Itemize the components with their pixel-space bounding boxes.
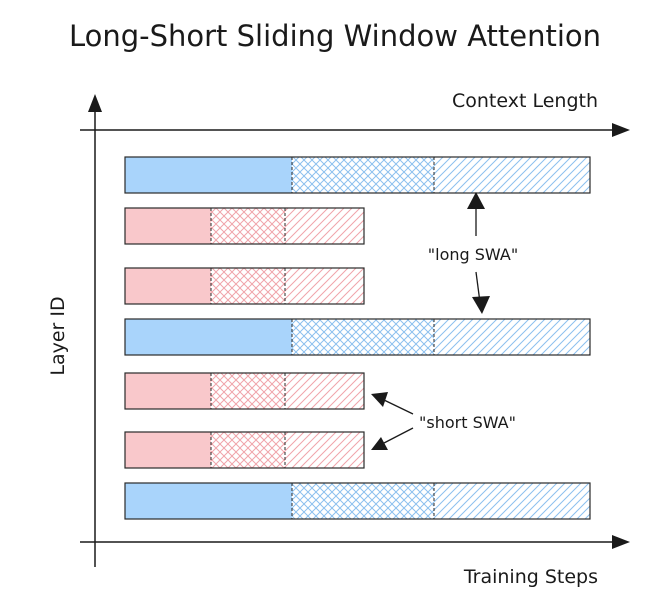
- short-swa-arrow-lower: [383, 427, 414, 444]
- bar-solid-segment: [125, 483, 292, 519]
- short-swa-layer-bar: [124, 431, 365, 469]
- bar-outline: [124, 318, 591, 356]
- diagram-title: Long-Short Sliding Window Attention: [69, 19, 601, 53]
- bar-solid-segment: [125, 373, 211, 409]
- bar-outline: [124, 482, 591, 520]
- bar-outline: [124, 372, 365, 410]
- bar-outline: [124, 156, 591, 194]
- bar-outline: [124, 267, 365, 305]
- short-swa-arrowhead-upper: [371, 392, 388, 407]
- long-swa-label: "long SWA": [428, 245, 518, 264]
- y-axis-arrowhead: [88, 94, 102, 112]
- short-swa-layer-bar: [124, 372, 365, 410]
- bar-crosshatch-segment: [292, 483, 434, 519]
- x-axis-top-label: Context Length: [452, 90, 598, 112]
- short-swa-annotation: "short SWA": [371, 392, 516, 450]
- bar-diagonal-segment: [434, 157, 590, 193]
- bar-diagonal-segment: [285, 268, 364, 304]
- long-swa-arrowhead-down: [472, 296, 490, 314]
- bar-diagonal-segment: [285, 208, 364, 244]
- bar-crosshatch-segment: [211, 373, 285, 409]
- bar-diagonal-segment: [434, 483, 590, 519]
- x-axis-bottom-arrowhead: [612, 535, 630, 549]
- short-swa-label: "short SWA": [419, 413, 516, 432]
- bar-solid-segment: [125, 157, 292, 193]
- bar-outline: [124, 207, 365, 245]
- long-swa-arrowhead-up: [467, 192, 485, 209]
- bar-solid-segment: [125, 319, 292, 355]
- y-axis-label: Layer ID: [47, 296, 69, 375]
- bar-solid-segment: [125, 208, 211, 244]
- axes: [80, 94, 630, 567]
- x-axis-bottom-label: Training Steps: [463, 566, 598, 588]
- bar-diagonal-segment: [434, 319, 590, 355]
- short-swa-arrow-upper: [383, 399, 414, 415]
- short-swa-arrowhead-lower: [371, 437, 388, 450]
- bar-solid-segment: [125, 268, 211, 304]
- bar-outline: [124, 431, 365, 469]
- long-swa-layer-bar: [124, 482, 591, 520]
- bar-solid-segment: [125, 432, 211, 468]
- bar-diagonal-segment: [285, 432, 364, 468]
- short-swa-layer-bar: [124, 207, 365, 245]
- long-swa-layer-bar: [124, 318, 591, 356]
- layer-bars: [124, 156, 591, 520]
- short-swa-layer-bar: [124, 267, 365, 305]
- bar-crosshatch-segment: [211, 268, 285, 304]
- long-swa-layer-bar: [124, 156, 591, 194]
- bar-crosshatch-segment: [292, 319, 434, 355]
- bar-crosshatch-segment: [211, 208, 285, 244]
- long-swa-annotation: "long SWA": [428, 192, 518, 314]
- bar-crosshatch-segment: [211, 432, 285, 468]
- bar-crosshatch-segment: [292, 157, 434, 193]
- bar-diagonal-segment: [285, 373, 364, 409]
- x-axis-top-arrowhead: [612, 123, 630, 137]
